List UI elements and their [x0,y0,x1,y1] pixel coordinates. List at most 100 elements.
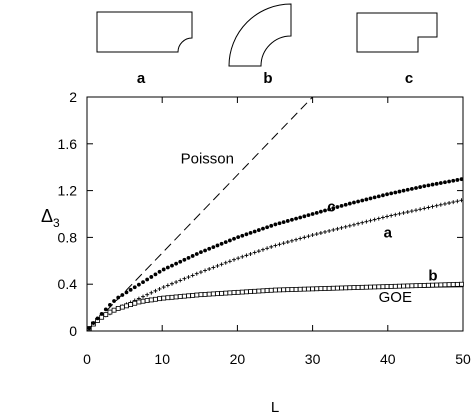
point-b [268,287,274,293]
point-b [442,282,448,288]
point-a [418,207,423,212]
point-a [364,219,369,224]
point-b [417,283,423,288]
point-c [132,285,137,290]
point-a [434,203,439,208]
point-c [207,246,212,251]
point-c [186,255,191,260]
point-a [414,208,418,213]
point-b [285,287,291,293]
point-a [405,209,410,214]
point-c [277,221,282,226]
point-a [169,281,174,286]
point-b [227,290,233,296]
point-c [372,195,377,200]
inset-c-label: c [405,70,413,87]
point-c [459,177,464,182]
point-a [347,223,352,228]
point-a [203,268,208,273]
point-c [323,208,327,213]
point-a [343,224,348,229]
point-c [310,212,315,216]
inset-b-label: b [263,70,272,87]
point-c [290,217,294,222]
point-c [223,240,228,245]
point-a [182,276,187,281]
point-c [356,199,360,204]
point-a [232,257,237,262]
point-b [413,283,419,289]
point-a [376,216,381,221]
point-b [260,288,266,294]
point-c [157,269,162,274]
point-a [190,273,195,278]
point-b [252,288,258,294]
point-c [347,201,352,206]
point-c [120,293,125,297]
point-b [202,292,208,297]
series-c [87,177,464,331]
y-tick-label-0: 0 [69,323,77,339]
point-b [181,293,187,299]
point-a [385,214,390,219]
x-tick-label-3: 30 [305,351,321,367]
point-a [318,231,323,236]
annotations-layer: Poisson c a b GOE [181,151,438,306]
point-b [144,298,150,303]
x-tick-label-5: 50 [455,351,471,367]
point-b [343,285,349,291]
point-c [194,252,199,256]
x-tick-label-0: 0 [83,351,91,367]
point-a [157,286,162,291]
point-a [141,294,146,299]
point-c [116,295,121,300]
point-b [335,285,340,291]
point-c [281,220,286,225]
point-c [141,280,145,284]
point-c [145,277,150,282]
x-tick-label-1: 10 [154,351,170,367]
point-b [405,283,411,289]
inset-a: a [96,11,193,87]
point-c [190,254,195,258]
y-axis-label-subscript: 3 [53,216,60,230]
point-b [210,291,216,297]
point-c [161,267,166,272]
point-c [343,202,348,207]
point-a [161,285,166,290]
point-b [219,290,225,296]
point-c [335,205,340,209]
point-b [281,287,287,293]
point-a [368,218,373,223]
point-a [314,232,319,237]
point-a [223,260,228,265]
point-c [99,311,104,316]
y-tick-label-5: 2 [69,89,77,105]
point-b [277,287,282,293]
point-a [260,247,265,252]
series-line-poisson [86,96,313,332]
point-c [91,321,96,325]
point-c [298,215,303,220]
point-b [264,288,270,293]
point-a [393,212,398,217]
point-a [372,217,377,222]
point-c [103,307,108,312]
point-b [206,291,212,297]
annotation-poisson: Poisson [181,151,234,168]
inset-a-shape [96,11,193,53]
x-axis-label: L [271,399,279,416]
point-c [265,225,270,230]
point-b [186,293,191,299]
point-c [385,192,389,197]
point-a [265,246,270,251]
point-b [438,282,444,288]
point-a [455,199,460,204]
plot-frame [86,96,464,332]
point-b [136,299,142,305]
series-a [87,198,464,331]
point-c [203,248,207,253]
point-c [360,198,365,203]
point-a [252,250,257,255]
